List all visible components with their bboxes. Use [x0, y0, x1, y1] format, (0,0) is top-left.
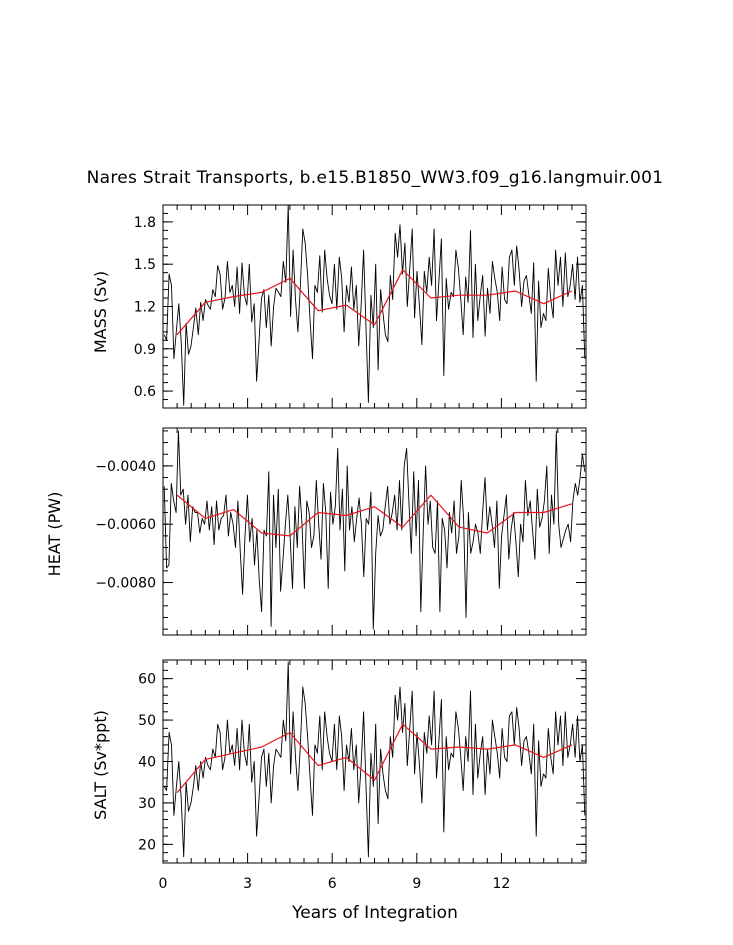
x-axis-label: Years of Integration — [291, 903, 458, 923]
x-tick-label: 3 — [243, 876, 252, 892]
salt-y-axis-label: SALT (Sv*ppt) — [91, 710, 110, 820]
mass-y-axis-label: MASS (Sv) — [91, 271, 110, 353]
salt-panel: SALT (Sv*ppt) 20 30 40 50 60 0 3 6 9 12 — [91, 659, 587, 892]
monthly-series-line — [163, 430, 586, 630]
y-tick-label: 0.6 — [134, 384, 156, 400]
y-tick-label: 20 — [138, 837, 156, 853]
x-tick-label: 0 — [159, 876, 168, 892]
y-tick-label: 1.5 — [134, 257, 156, 273]
y-tick-label: −0.0040 — [95, 459, 156, 475]
monthly-series-line — [163, 204, 586, 406]
x-tick-label: 6 — [328, 876, 337, 892]
y-tick-label: −0.0080 — [95, 576, 156, 592]
chart-title: Nares Strait Transports, b.e15.B1850_WW3… — [87, 168, 664, 188]
y-tick-label: 0.9 — [134, 342, 156, 358]
heat-y-axis-label: HEAT (PW) — [45, 492, 64, 577]
heat-panel: HEAT (PW) −0.0080 −0.0060 −0.0040 — [45, 427, 587, 636]
monthly-series-line — [163, 661, 586, 858]
x-tick-label: 9 — [412, 876, 421, 892]
y-tick-label: 40 — [138, 755, 156, 771]
annual-mean-series-line — [176, 723, 573, 793]
y-tick-label: 30 — [138, 796, 156, 812]
annual-mean-series-line — [176, 494, 573, 537]
mass-panel: MASS (Sv) 0.6 0.9 1.2 1.5 1.8 — [91, 204, 587, 409]
y-tick-label: −0.0060 — [95, 517, 156, 533]
annual-mean-series-line — [176, 269, 573, 336]
y-tick-label: 1.2 — [134, 300, 156, 316]
x-tick-label: 12 — [492, 876, 510, 892]
y-tick-label: 50 — [138, 713, 156, 729]
y-tick-label: 1.8 — [134, 215, 156, 231]
y-tick-label: 60 — [138, 672, 156, 688]
